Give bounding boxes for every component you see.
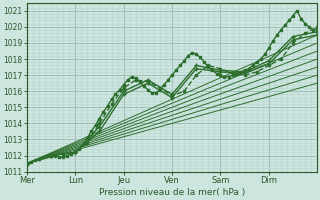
X-axis label: Pression niveau de la mer( hPa ): Pression niveau de la mer( hPa ) (99, 188, 245, 197)
